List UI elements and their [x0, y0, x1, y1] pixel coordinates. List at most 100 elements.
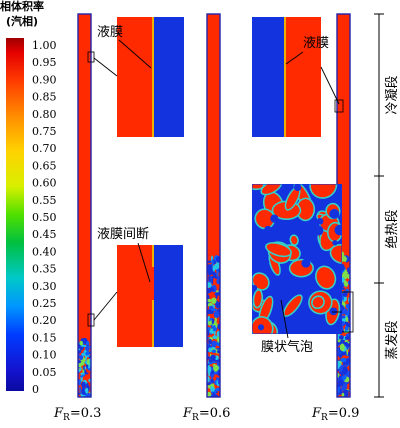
vapor-bubble — [213, 310, 220, 319]
vapor-bubble — [216, 336, 220, 343]
vapor-pocket — [293, 184, 302, 192]
inset-1-liquid — [117, 17, 154, 137]
vapor-bubble — [208, 359, 213, 363]
vapor-pocket — [270, 214, 279, 223]
legend-tick-label: 0.90 — [32, 73, 57, 86]
vapor-bubble — [344, 336, 350, 340]
vapor-bubble — [347, 310, 350, 316]
vapor-bubble — [212, 265, 216, 272]
vapor-bubble — [345, 316, 349, 323]
inset-1-leader — [93, 57, 118, 77]
legend-tick-label: 0.45 — [32, 228, 57, 241]
vapor-bubble — [341, 392, 345, 397]
legend-tick-label: 0.50 — [32, 211, 57, 224]
vapor-bubble — [209, 287, 212, 293]
vapor-bubble — [342, 370, 347, 375]
label-film-break: 液膜间断 — [97, 227, 149, 242]
vapor-pocket — [282, 279, 290, 287]
legend-tick-label: 0.75 — [32, 125, 57, 138]
liquid-blob — [252, 184, 263, 189]
legend-tick-label: 0.40 — [32, 245, 57, 258]
legend-tick-label: 0.35 — [32, 263, 57, 276]
label-4-pointer — [280, 299, 289, 339]
vapor-bubble — [337, 339, 341, 343]
inset-2-interface-bottom — [152, 300, 154, 347]
vapor-pocket — [329, 208, 340, 219]
vapor-pocket — [258, 234, 263, 240]
vapor-bubble — [215, 256, 220, 263]
vapor-bubble — [213, 364, 219, 372]
tube-fr-0.3 — [77, 13, 95, 398]
liquid-blob — [316, 267, 335, 288]
vapor-bubble — [347, 323, 350, 328]
vapor-bubble — [80, 372, 85, 375]
vapor-bubble — [81, 346, 84, 351]
vapor-bubble — [209, 379, 212, 384]
vapor-bubble — [346, 346, 349, 350]
label-liquid-film-2: 液膜 — [303, 36, 329, 51]
vapor-bubble — [210, 370, 215, 374]
case-label-3: FR=0.9 — [311, 406, 359, 423]
legend-title-line1: 相体积率 — [0, 0, 44, 13]
vapor-bubble — [216, 278, 220, 283]
inset-liquid-film-2: 液膜 — [252, 17, 340, 137]
vapor-bubble — [211, 297, 217, 304]
vapor-bubble — [211, 340, 217, 348]
vapor-bubble — [207, 330, 210, 337]
vapor-bubble — [210, 354, 216, 360]
vapor-bubble — [342, 384, 348, 390]
vapor-bubble — [87, 358, 90, 366]
liquid-blob — [312, 296, 324, 308]
legend-colorbar — [6, 38, 24, 391]
vapor-pocket — [313, 225, 324, 236]
vapor-bubble — [81, 381, 86, 388]
tube-fr-0.6 — [206, 13, 221, 398]
tube-3-zoom-box-top — [334, 99, 344, 113]
vapor-pocket — [257, 324, 265, 331]
vapor-pocket — [301, 258, 311, 268]
vapor-bubble — [207, 365, 212, 374]
tube-1-liquid — [78, 14, 91, 397]
vapor-pocket — [329, 307, 338, 316]
legend-tick-label: 0.85 — [32, 91, 57, 104]
liquid-blob — [297, 199, 314, 220]
vapor-pocket — [316, 217, 324, 225]
vapor-pocket — [260, 257, 270, 267]
vapor-bubble — [207, 391, 212, 397]
vapor-bubble — [216, 348, 220, 350]
color-legend: 相体积率 (汽相) 1.00 0.95 0.90 0.85 0.80 0.75 0.70 0.… — [0, 0, 57, 396]
vapor-bubble — [79, 340, 84, 346]
vapor-bubble — [342, 366, 348, 372]
legend-tick-label: 0.55 — [32, 194, 57, 207]
legend-tick-label: 0.05 — [32, 366, 57, 379]
vapor-bubble — [345, 303, 349, 309]
vapor-bubble — [211, 318, 215, 324]
legend-tick-label: 0 — [32, 383, 39, 396]
label-1-pointer — [118, 39, 152, 69]
vapor-bubble — [347, 267, 349, 273]
vapor-bubble — [82, 339, 87, 345]
vapor-bubble — [207, 298, 212, 303]
legend-tick-label: 0.60 — [32, 177, 57, 190]
liquid-blob — [310, 184, 336, 198]
vapor-bubble — [346, 348, 349, 356]
legend-tick-label: 0.20 — [32, 314, 57, 327]
vapor-bubble — [345, 370, 350, 378]
vapor-bubble — [208, 338, 212, 345]
vapor-bubble — [214, 292, 220, 296]
vapor-bubble — [207, 309, 211, 315]
liquid-blob — [256, 209, 274, 228]
inset-2-liquid — [117, 245, 154, 347]
case-label-1: FR=0.3 — [53, 406, 101, 423]
vapor-bubble — [207, 356, 212, 360]
tube-2-border — [206, 13, 221, 398]
label-film-bubble: 膜状气泡 — [261, 339, 313, 355]
vapor-bubble — [217, 350, 220, 354]
vapor-pocket — [264, 225, 272, 234]
vapor-bubble — [211, 308, 218, 312]
liquid-blob — [260, 297, 272, 322]
section-condensation: 冷凝段 — [384, 75, 400, 114]
vapor-bubble — [342, 256, 347, 262]
vapor-bubble — [342, 271, 349, 275]
